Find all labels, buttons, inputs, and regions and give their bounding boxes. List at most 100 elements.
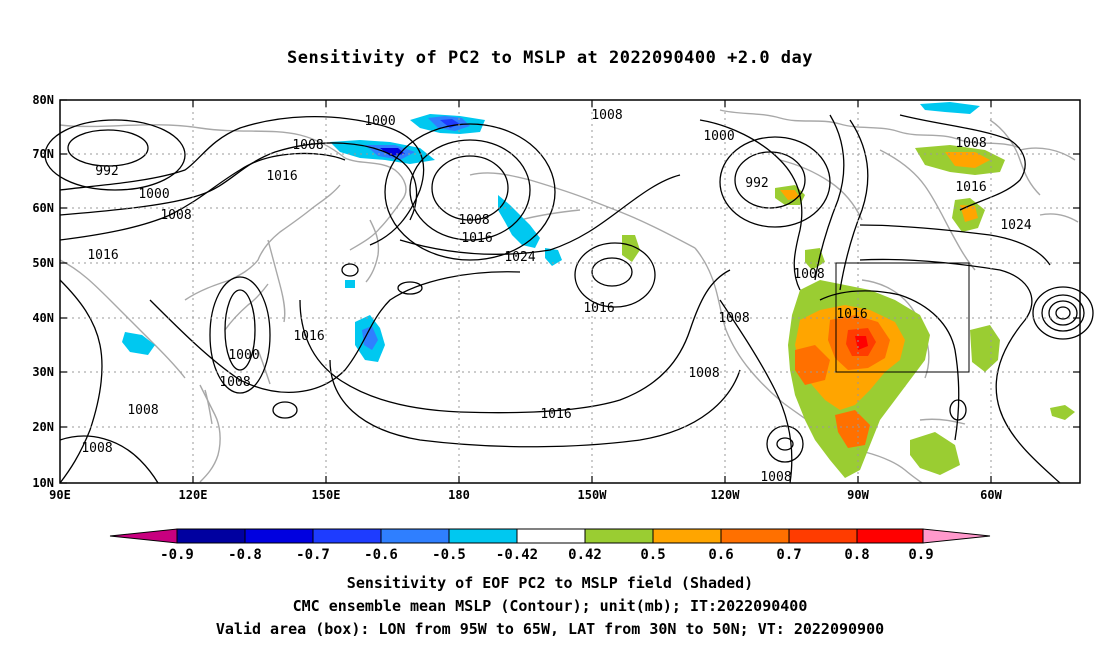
tick-marks [60, 99, 1080, 484]
colorbar-cell [176, 528, 246, 544]
contour-label: 1016 [87, 248, 118, 263]
colorbar-label: 0.9 [908, 547, 933, 563]
colorbar-cell [380, 528, 450, 544]
contour-label: 1016 [583, 301, 614, 316]
lon-label: 90W [847, 488, 869, 502]
negative-region [545, 248, 562, 266]
map-frame [59, 99, 1081, 484]
contour-label: 1016 [836, 307, 867, 322]
lon-label: 150E [312, 488, 341, 502]
map-panel [60, 100, 1080, 483]
colorbar-cell [516, 528, 586, 544]
contour-label: 1008 [591, 108, 622, 123]
positive-region [960, 205, 978, 222]
colorbar-labels: -0.9 -0.8 -0.7 -0.6 -0.5 -0.42 0.42 0.5 … [160, 547, 934, 563]
colorbar-cell [584, 528, 654, 544]
lat-labels: 80N 70N 60N 50N 40N 30N 20N 10N [32, 93, 54, 490]
contour-label: 1008 [793, 267, 824, 282]
positive-region [970, 325, 1000, 372]
graticule [60, 100, 1080, 483]
coastlines [59, 109, 1079, 484]
contour-label: 1008 [718, 311, 749, 326]
lon-label: 150W [578, 488, 608, 502]
colorbar-under-triangle [109, 528, 178, 544]
contour-label: 1000 [364, 114, 395, 129]
colorbar-label: 0.8 [844, 547, 869, 563]
lat-label: 50N [32, 256, 54, 270]
colorbar-label: 0.5 [640, 547, 665, 563]
negative-region [440, 119, 460, 128]
positive-region [835, 410, 870, 448]
caption-shaded: Sensitivity of EOF PC2 to MSLP field (Sh… [346, 574, 754, 592]
colorbar-label: -0.5 [432, 547, 466, 563]
positive-region [1050, 405, 1075, 420]
colorbar-label: 0.42 [568, 547, 602, 563]
contour-label: 1000 [228, 348, 259, 363]
contour-label: 1024 [504, 250, 535, 265]
lon-label: 90E [49, 488, 71, 502]
chart-title: Sensitivity of PC2 to MSLP at 2022090400… [286, 48, 813, 68]
colorbar-cell [312, 528, 382, 544]
shaded-sensitivity [122, 102, 1075, 478]
lat-label: 30N [32, 365, 54, 379]
caption-contour: CMC ensemble mean MSLP (Contour); unit(m… [292, 597, 808, 615]
negative-region [122, 332, 155, 355]
lat-label: 10N [32, 476, 54, 490]
contour-label: 1016 [461, 231, 492, 246]
contour-label: 1008 [219, 375, 250, 390]
colorbar-label: -0.9 [160, 547, 194, 563]
negative-region [345, 280, 355, 288]
contour-label: 1008 [127, 403, 158, 418]
contour-label: 992 [95, 164, 118, 179]
colorbar-label: -0.8 [228, 547, 262, 563]
contour-label-group: 1000 1008 992 1016 1000 1008 1016 1008 1… [81, 108, 1031, 485]
lat-label: 20N [32, 420, 54, 434]
lon-label: 120W [711, 488, 741, 502]
valid-area-box [835, 262, 970, 373]
negative-region [920, 102, 980, 114]
contour-label: 1016 [266, 169, 297, 184]
negative-region [362, 326, 378, 350]
lat-label: 60N [32, 201, 54, 215]
positive-region [795, 345, 830, 385]
positive-region [622, 235, 640, 262]
lon-label: 180 [448, 488, 470, 502]
colorbar-cell [448, 528, 518, 544]
lat-label: 80N [32, 93, 54, 107]
colorbar-cell [244, 528, 314, 544]
contour-label: 1016 [293, 329, 324, 344]
contour-label: 1000 [703, 129, 734, 144]
contour-label: 1008 [688, 366, 719, 381]
colorbar-cell [856, 528, 924, 544]
colorbar-label: -0.7 [296, 547, 330, 563]
contour-label: 992 [745, 176, 768, 191]
lon-label: 120E [179, 488, 208, 502]
colorbar-over-triangle [922, 528, 991, 544]
colorbar-label: -0.6 [364, 547, 398, 563]
contour-label: 1008 [160, 208, 191, 223]
colorbar-cell [788, 528, 858, 544]
colorbar-cell [720, 528, 790, 544]
colorbar-label: 0.6 [708, 547, 733, 563]
lat-label: 70N [32, 147, 54, 161]
contour-label: 1016 [955, 180, 986, 195]
positive-region [910, 432, 960, 475]
lat-label: 40N [32, 311, 54, 325]
positive-region [945, 152, 990, 168]
colorbar-label: 0.7 [776, 547, 801, 563]
contour-label: 1008 [760, 470, 791, 485]
contour-label: 1024 [1000, 218, 1031, 233]
lon-labels: 90E 120E 150E 180 150W 120W 90W 60W [49, 488, 1002, 502]
colorbar-label: -0.42 [496, 547, 538, 563]
negative-region [498, 195, 540, 248]
colorbar [109, 528, 991, 544]
contour-label: 1008 [81, 441, 112, 456]
contour-label: 1008 [955, 136, 986, 151]
lon-label: 60W [980, 488, 1002, 502]
contour-label: 1000 [138, 187, 169, 202]
contour-label: 1016 [540, 407, 571, 422]
caption-valid-area: Valid area (box): LON from 95W to 65W, L… [215, 620, 885, 638]
contour-label: 1008 [458, 213, 489, 228]
contour-label: 1008 [292, 138, 323, 153]
